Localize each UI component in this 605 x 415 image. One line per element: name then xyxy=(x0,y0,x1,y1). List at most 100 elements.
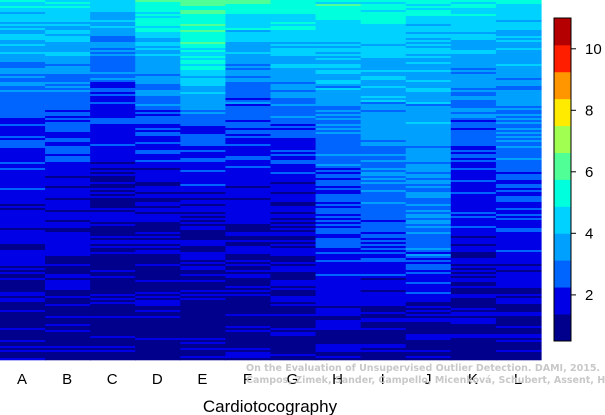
heatmap-cell xyxy=(225,354,272,357)
heatmap-cell xyxy=(450,342,497,345)
heatmap-cell xyxy=(450,320,497,323)
heatmap-cell xyxy=(315,330,362,333)
heatmap-cell xyxy=(495,42,542,45)
heatmap-cell xyxy=(90,16,136,19)
heatmap-cell xyxy=(495,216,542,219)
heatmap-cell xyxy=(360,290,407,293)
heatmap-cell xyxy=(495,286,542,289)
heatmap-cell xyxy=(180,94,227,97)
heatmap-cell xyxy=(225,314,272,317)
heatmap-cell xyxy=(180,206,227,209)
heatmap-cell xyxy=(270,156,317,159)
heatmap-cell xyxy=(315,238,362,241)
heatmap-cell xyxy=(135,240,181,243)
heatmap-cell xyxy=(360,356,407,359)
heatmap-cell xyxy=(315,194,362,197)
heatmap-cell xyxy=(135,276,181,279)
heatmap-cell xyxy=(0,252,46,255)
heatmap-cell xyxy=(315,66,362,69)
heatmap-cell xyxy=(405,154,452,157)
heatmap-cell xyxy=(495,96,542,99)
heatmap-cell xyxy=(270,324,317,327)
heatmap-cell xyxy=(0,84,46,87)
heatmap-cell xyxy=(45,52,91,55)
heatmap-cell xyxy=(180,42,227,45)
colorbar-segment xyxy=(554,260,571,288)
heatmap-cell xyxy=(450,150,497,153)
heatmap-cell xyxy=(360,146,407,149)
heatmap-cell xyxy=(45,290,91,293)
heatmap-cell xyxy=(225,166,272,169)
heatmap-cell xyxy=(180,150,227,153)
heatmap-cell xyxy=(495,248,542,251)
heatmap-cell xyxy=(315,50,362,53)
heatmap-cell xyxy=(45,106,91,109)
heatmap-cell xyxy=(450,170,497,173)
heatmap-cell xyxy=(315,288,362,291)
heatmap-cell xyxy=(405,282,452,285)
heatmap-cell xyxy=(405,248,452,251)
heatmap-cell xyxy=(135,8,181,11)
heatmap-cell xyxy=(225,256,272,259)
heatmap-cell xyxy=(405,358,452,361)
heatmap-cell xyxy=(315,156,362,159)
heatmap-cell xyxy=(90,182,136,185)
heatmap-cell xyxy=(225,4,272,7)
heatmap-cell xyxy=(405,88,452,91)
heatmap-cell xyxy=(495,20,542,23)
heatmap-cell xyxy=(315,14,362,17)
heatmap-cell xyxy=(450,42,497,45)
heatmap-cell xyxy=(360,56,407,59)
heatmap-cell xyxy=(315,204,362,207)
heatmap-cell xyxy=(135,72,181,75)
heatmap-cell xyxy=(90,148,136,151)
heatmap-cell xyxy=(90,254,136,257)
heatmap-cell xyxy=(0,38,46,41)
heatmap-cell xyxy=(315,250,362,253)
heatmap-cell xyxy=(45,346,91,349)
heatmap-cell xyxy=(315,240,362,243)
heatmap-cell xyxy=(135,334,181,337)
heatmap-cell xyxy=(90,242,136,245)
heatmap-cell xyxy=(0,140,46,143)
heatmap-cell xyxy=(450,8,497,11)
heatmap-cell xyxy=(315,112,362,115)
heatmap-cell xyxy=(135,238,181,241)
heatmap-cell xyxy=(315,84,362,87)
heatmap-cell xyxy=(0,190,46,193)
heatmap-cell xyxy=(225,260,272,263)
heatmap-cell xyxy=(225,90,272,93)
heatmap-cell xyxy=(45,82,91,85)
heatmap-cell xyxy=(90,88,136,91)
heatmap-cell xyxy=(135,146,181,149)
heatmap-cell xyxy=(405,242,452,245)
heatmap-cell xyxy=(0,258,46,261)
heatmap-cell xyxy=(45,344,91,347)
heatmap-cell xyxy=(270,224,317,227)
heatmap-cell xyxy=(0,152,46,155)
heatmap-cell xyxy=(45,124,91,127)
heatmap-cell xyxy=(270,230,317,233)
heatmap-cell xyxy=(450,22,497,25)
heatmap-cell xyxy=(180,52,227,55)
heatmap-cell xyxy=(135,236,181,239)
heatmap-cell xyxy=(0,262,46,265)
heatmap-cell xyxy=(315,136,362,139)
heatmap-cell xyxy=(270,100,317,103)
heatmap-cell xyxy=(45,36,91,39)
heatmap-cell xyxy=(135,84,181,87)
heatmap-cell xyxy=(90,188,136,191)
heatmap-cell xyxy=(405,158,452,161)
heatmap-cell xyxy=(180,136,227,139)
heatmap-cell xyxy=(135,132,181,135)
heatmap-cell xyxy=(270,236,317,239)
heatmap-cell xyxy=(405,20,452,23)
heatmap-cell xyxy=(225,158,272,161)
heatmap-cell xyxy=(90,32,136,35)
heatmap-cell xyxy=(135,156,181,159)
heatmap-cell xyxy=(315,100,362,103)
heatmap-cell xyxy=(0,286,46,289)
heatmap-cell xyxy=(450,92,497,95)
heatmap-cell xyxy=(180,190,227,193)
heatmap-cell xyxy=(450,308,497,311)
